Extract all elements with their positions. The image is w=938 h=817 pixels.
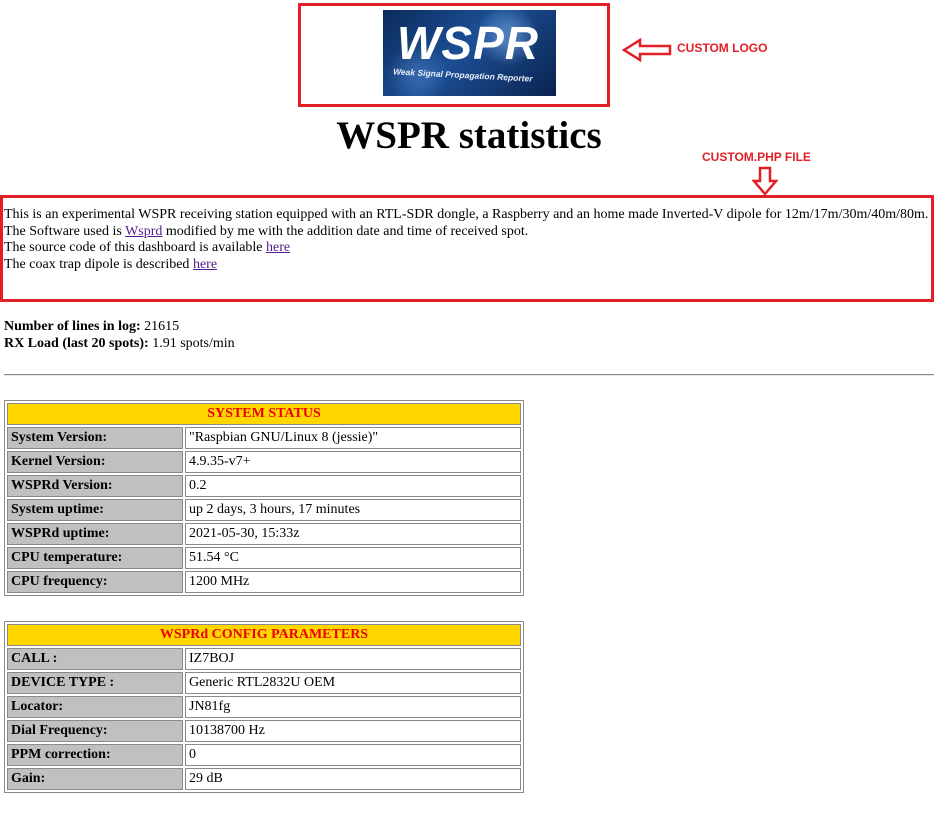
down-arrow-icon [752, 166, 778, 196]
row-key: System Version: [7, 427, 183, 449]
row-value: 10138700 Hz [185, 720, 521, 742]
row-key: CALL : [7, 648, 183, 670]
table-row: CPU frequency: 1200 MHz [7, 571, 521, 593]
table-row: DEVICE TYPE : Generic RTL2832U OEM [7, 672, 521, 694]
row-value: IZ7BOJ [185, 648, 521, 670]
intro-software-suffix: modified by me with the addition date an… [162, 223, 529, 239]
row-value: 0 [185, 744, 521, 766]
intro-text: This is an experimental WSPR receiving s… [4, 207, 934, 273]
rx-load-label: RX Load (last 20 spots): [4, 335, 149, 351]
log-lines-label: Number of lines in log: [4, 319, 141, 334]
intro-dipole-prefix: The coax trap dipole is described [4, 256, 193, 272]
wspr-logo: WSPR Weak Signal Propagation Reporter [383, 10, 556, 96]
custom-php-highlight-box [0, 195, 934, 302]
row-key: CPU temperature: [7, 547, 183, 569]
row-value: up 2 days, 3 hours, 17 minutes [185, 499, 521, 521]
logo-text: WSPR [397, 17, 539, 69]
row-value: 29 dB [185, 768, 521, 790]
row-key: PPM correction: [7, 744, 183, 766]
row-value: 2021-05-30, 15:33z [185, 523, 521, 545]
row-key: Kernel Version: [7, 451, 183, 473]
table-row: WSPRd Version: 0.2 [7, 475, 521, 497]
source-code-link[interactable]: here [266, 240, 291, 255]
intro-line-station: This is an experimental WSPR receiving s… [4, 207, 929, 222]
custom-logo-highlight-box [298, 3, 610, 107]
row-value: 4.9.35-v7+ [185, 451, 521, 473]
rx-load-stat: RX Load (last 20 spots): 1.91 spots/min [4, 336, 235, 353]
table-row: CALL : IZ7BOJ [7, 648, 521, 670]
table-row: Locator: JN81fg [7, 696, 521, 718]
divider [4, 374, 934, 376]
left-arrow-icon [622, 38, 672, 62]
wsprd-config-title: WSPRd CONFIG PARAMETERS [7, 624, 521, 646]
custom-php-label: CUSTOM.PHP FILE [702, 150, 811, 164]
log-lines-value: 21615 [144, 319, 180, 334]
row-key: Gain: [7, 768, 183, 790]
row-key: Locator: [7, 696, 183, 718]
custom-logo-label: CUSTOM LOGO [677, 41, 768, 55]
row-key: CPU frequency: [7, 571, 183, 593]
table-row: WSPRd uptime: 2021-05-30, 15:33z [7, 523, 521, 545]
table-row: System uptime: up 2 days, 3 hours, 17 min… [7, 499, 521, 521]
row-value: 0.2 [185, 475, 521, 497]
system-status-title: SYSTEM STATUS [7, 403, 521, 425]
log-stats: Number of lines in log: 21615 RX Load (l… [4, 319, 235, 352]
page-title: WSPR statistics [336, 114, 602, 157]
row-value: Generic RTL2832U OEM [185, 672, 521, 694]
row-key: System uptime: [7, 499, 183, 521]
table-row: Gain: 29 dB [7, 768, 521, 790]
wsprd-config-table: WSPRd CONFIG PARAMETERS CALL : IZ7BOJ DEV… [4, 621, 524, 793]
row-key: Dial Frequency: [7, 720, 183, 742]
row-value: "Raspbian GNU/Linux 8 (jessie)" [185, 427, 521, 449]
row-value: 1200 MHz [185, 571, 521, 593]
row-value: 51.54 °C [185, 547, 521, 569]
table-row: CPU temperature: 51.54 °C [7, 547, 521, 569]
row-key: WSPRd uptime: [7, 523, 183, 545]
intro-line-software: The Software used is Wsprd modified by m… [4, 224, 934, 241]
row-key: WSPRd Version: [7, 475, 183, 497]
table-row: Kernel Version: 4.9.35-v7+ [7, 451, 521, 473]
intro-line-dipole: The coax trap dipole is described here [4, 257, 934, 274]
intro-source-prefix: The source code of this dashboard is ava… [4, 240, 267, 255]
intro-software-prefix: The Software used is [4, 223, 126, 239]
row-key: DEVICE TYPE : [7, 672, 183, 694]
table-row: PPM correction: 0 [7, 744, 521, 766]
table-row: System Version: "Raspbian GNU/Linux 8 (je… [7, 427, 521, 449]
row-value: JN81fg [185, 696, 521, 718]
intro-line-source: The source code of this dashboard is ava… [4, 240, 934, 257]
rx-load-value: 1.91 spots/min [152, 335, 235, 351]
table-row: Dial Frequency: 10138700 Hz [7, 720, 521, 742]
system-status-table: SYSTEM STATUS System Version: "Raspbian G… [4, 400, 524, 596]
log-lines-stat: Number of lines in log: 21615 [4, 319, 235, 336]
wsprd-link[interactable]: Wsprd [125, 223, 163, 239]
dipole-link[interactable]: here [192, 256, 218, 272]
